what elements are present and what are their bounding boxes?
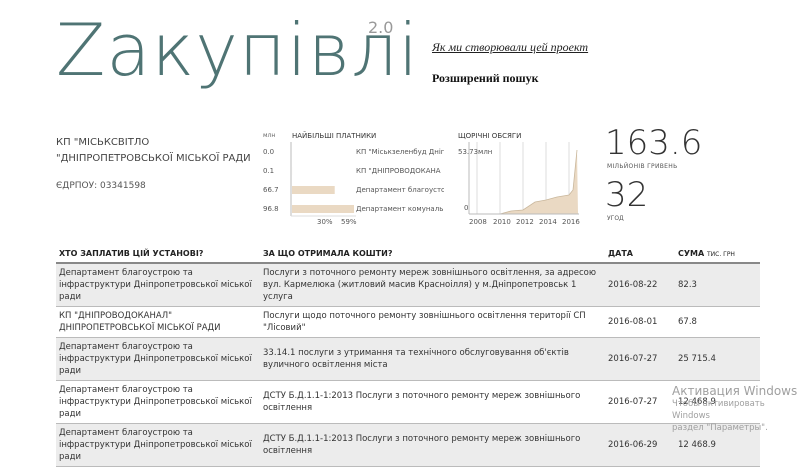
- cell-sum: 67.8: [675, 307, 760, 338]
- cell-date: 2016-08-22: [605, 263, 675, 307]
- cell-purpose: ДСТУ Б.Д.1.1-1:2013 Послуги з поточного …: [260, 381, 605, 424]
- total-amount: 163.6: [605, 126, 702, 160]
- column-header-payer[interactable]: ХТО ЗАПЛАТИВ ЦІЙ УСТАНОВІ?: [56, 243, 260, 263]
- total-amount-unit: МІЛЬЙОНІВ ГРИВЕНЬ: [607, 163, 678, 170]
- column-header-purpose[interactable]: ЗА ЩО ОТРИМАЛА КОШТИ?: [260, 243, 605, 263]
- payers-axis-label: 30%: [317, 218, 333, 226]
- site-logo[interactable]: Zакупівлі: [56, 14, 419, 86]
- cell-purpose: 33.14.1 послуги з утримання та технічног…: [260, 338, 605, 381]
- table-row[interactable]: КП "ДНІПРОВОДОКАНАЛ" ДНІПРОПЕТРОВСЬКОЇ М…: [56, 307, 760, 338]
- cell-sum: 82.3: [675, 263, 760, 307]
- payer-name[interactable]: КП "Міськзеленбуд Дніп: [356, 147, 444, 166]
- payer-bar[interactable]: [292, 186, 335, 194]
- cell-sum: 25 715.4: [675, 338, 760, 381]
- payers-bar-chart: 30% 59%: [290, 140, 360, 226]
- yearly-year-label: 2012: [516, 218, 534, 226]
- payer-value: 66.7: [263, 185, 279, 204]
- sum-header-unit: ТИС. ГРН: [707, 251, 735, 258]
- yearly-max-label: 53.73млн: [458, 148, 492, 156]
- payers-axis-label: 59%: [341, 218, 357, 226]
- cell-purpose: Послуги з поточного ремонту мереж зовніш…: [260, 263, 605, 307]
- table-row[interactable]: Департамент благоустрою та інфраструктур…: [56, 381, 760, 424]
- organization-name: КП "МІСЬКСВІТЛО "ДНІПРОПЕТРОВСЬКОЇ МІСЬК…: [56, 135, 266, 167]
- payers-values: 0.0 0.1 66.7 96.8: [263, 147, 279, 223]
- advanced-search-link[interactable]: Розширений пошук: [432, 71, 539, 86]
- cell-date: 2016-07-27: [605, 338, 675, 381]
- table-header-row: ХТО ЗАПЛАТИВ ЦІЙ УСТАНОВІ? ЗА ЩО ОТРИМАЛ…: [56, 243, 760, 263]
- organization-edrpou: ЄДРПОУ: 03341598: [56, 181, 146, 191]
- table-row[interactable]: Департамент благоустрою та інфраструктур…: [56, 424, 760, 467]
- cell-date: 2016-08-01: [605, 307, 675, 338]
- table-row[interactable]: Департамент благоустрою та інфраструктур…: [56, 338, 760, 381]
- yearly-area-chart: 53.73млн 0 2008 2010 2012 2014 2016: [455, 140, 595, 228]
- organization-name-line1: КП "МІСЬКСВІТЛО: [56, 135, 266, 151]
- payer-value: 96.8: [263, 204, 279, 223]
- yearly-year-label: 2016: [562, 218, 580, 226]
- payer-bar[interactable]: [292, 205, 354, 213]
- yearly-title: ЩОРІЧНІ ОБСЯГИ: [458, 132, 521, 140]
- yearly-year-label: 2010: [493, 218, 511, 226]
- payer-name[interactable]: Департамент комунальн: [356, 204, 444, 223]
- deals-count: 32: [605, 178, 648, 212]
- cell-payer: Департамент благоустрою та інфраструктур…: [56, 424, 260, 467]
- table-row[interactable]: Департамент благоустрою та інфраструктур…: [56, 263, 760, 307]
- organization-name-line2: "ДНІПРОПЕТРОВСЬКОЇ МІСЬКОЇ РАДИ: [56, 151, 266, 167]
- yearly-year-label: 2008: [469, 218, 487, 226]
- cell-date: 2016-07-27: [605, 381, 675, 424]
- version-label: 2.0: [368, 18, 393, 37]
- payers-title: НАЙБІЛЬШІ ПЛАТНИКИ: [292, 132, 376, 140]
- cell-date: 2016-06-29: [605, 424, 675, 467]
- deals-count-unit: УГОД: [607, 215, 624, 222]
- sum-header-label: СУМА: [678, 249, 704, 258]
- payer-name[interactable]: Департамент благоусто: [356, 185, 444, 204]
- cell-purpose: ДСТУ Б.Д.1.1-1:2013 Послуги з поточного …: [260, 424, 605, 467]
- payer-name[interactable]: КП "ДНІПРОВОДОКАНА: [356, 166, 444, 185]
- payer-value: 0.1: [263, 166, 279, 185]
- cell-payer: Департамент благоустрою та інфраструктур…: [56, 381, 260, 424]
- about-project-link[interactable]: Як ми створювали цей проект: [432, 40, 588, 55]
- cell-payer: Департамент благоустрою та інфраструктур…: [56, 338, 260, 381]
- yearly-year-label: 2014: [539, 218, 557, 226]
- cell-sum: 12 468.9: [675, 381, 760, 424]
- column-header-date[interactable]: ДАТА: [605, 243, 675, 263]
- payers-unit: млн: [263, 132, 275, 139]
- yearly-zero-label: 0: [464, 204, 468, 212]
- column-header-sum[interactable]: СУМА ТИС. ГРН: [675, 243, 760, 263]
- payer-value: 0.0: [263, 147, 279, 166]
- cell-purpose: Послуги щодо поточного ремонту зовнішньо…: [260, 307, 605, 338]
- payers-names: КП "Міськзеленбуд Дніп КП "ДНІПРОВОДОКАН…: [356, 147, 444, 223]
- transactions-table: ХТО ЗАПЛАТИВ ЦІЙ УСТАНОВІ? ЗА ЩО ОТРИМАЛ…: [56, 243, 760, 467]
- cell-payer: КП "ДНІПРОВОДОКАНАЛ" ДНІПРОПЕТРОВСЬКОЇ М…: [56, 307, 260, 338]
- cell-sum: 12 468.9: [675, 424, 760, 467]
- cell-payer: Департамент благоустрою та інфраструктур…: [56, 263, 260, 307]
